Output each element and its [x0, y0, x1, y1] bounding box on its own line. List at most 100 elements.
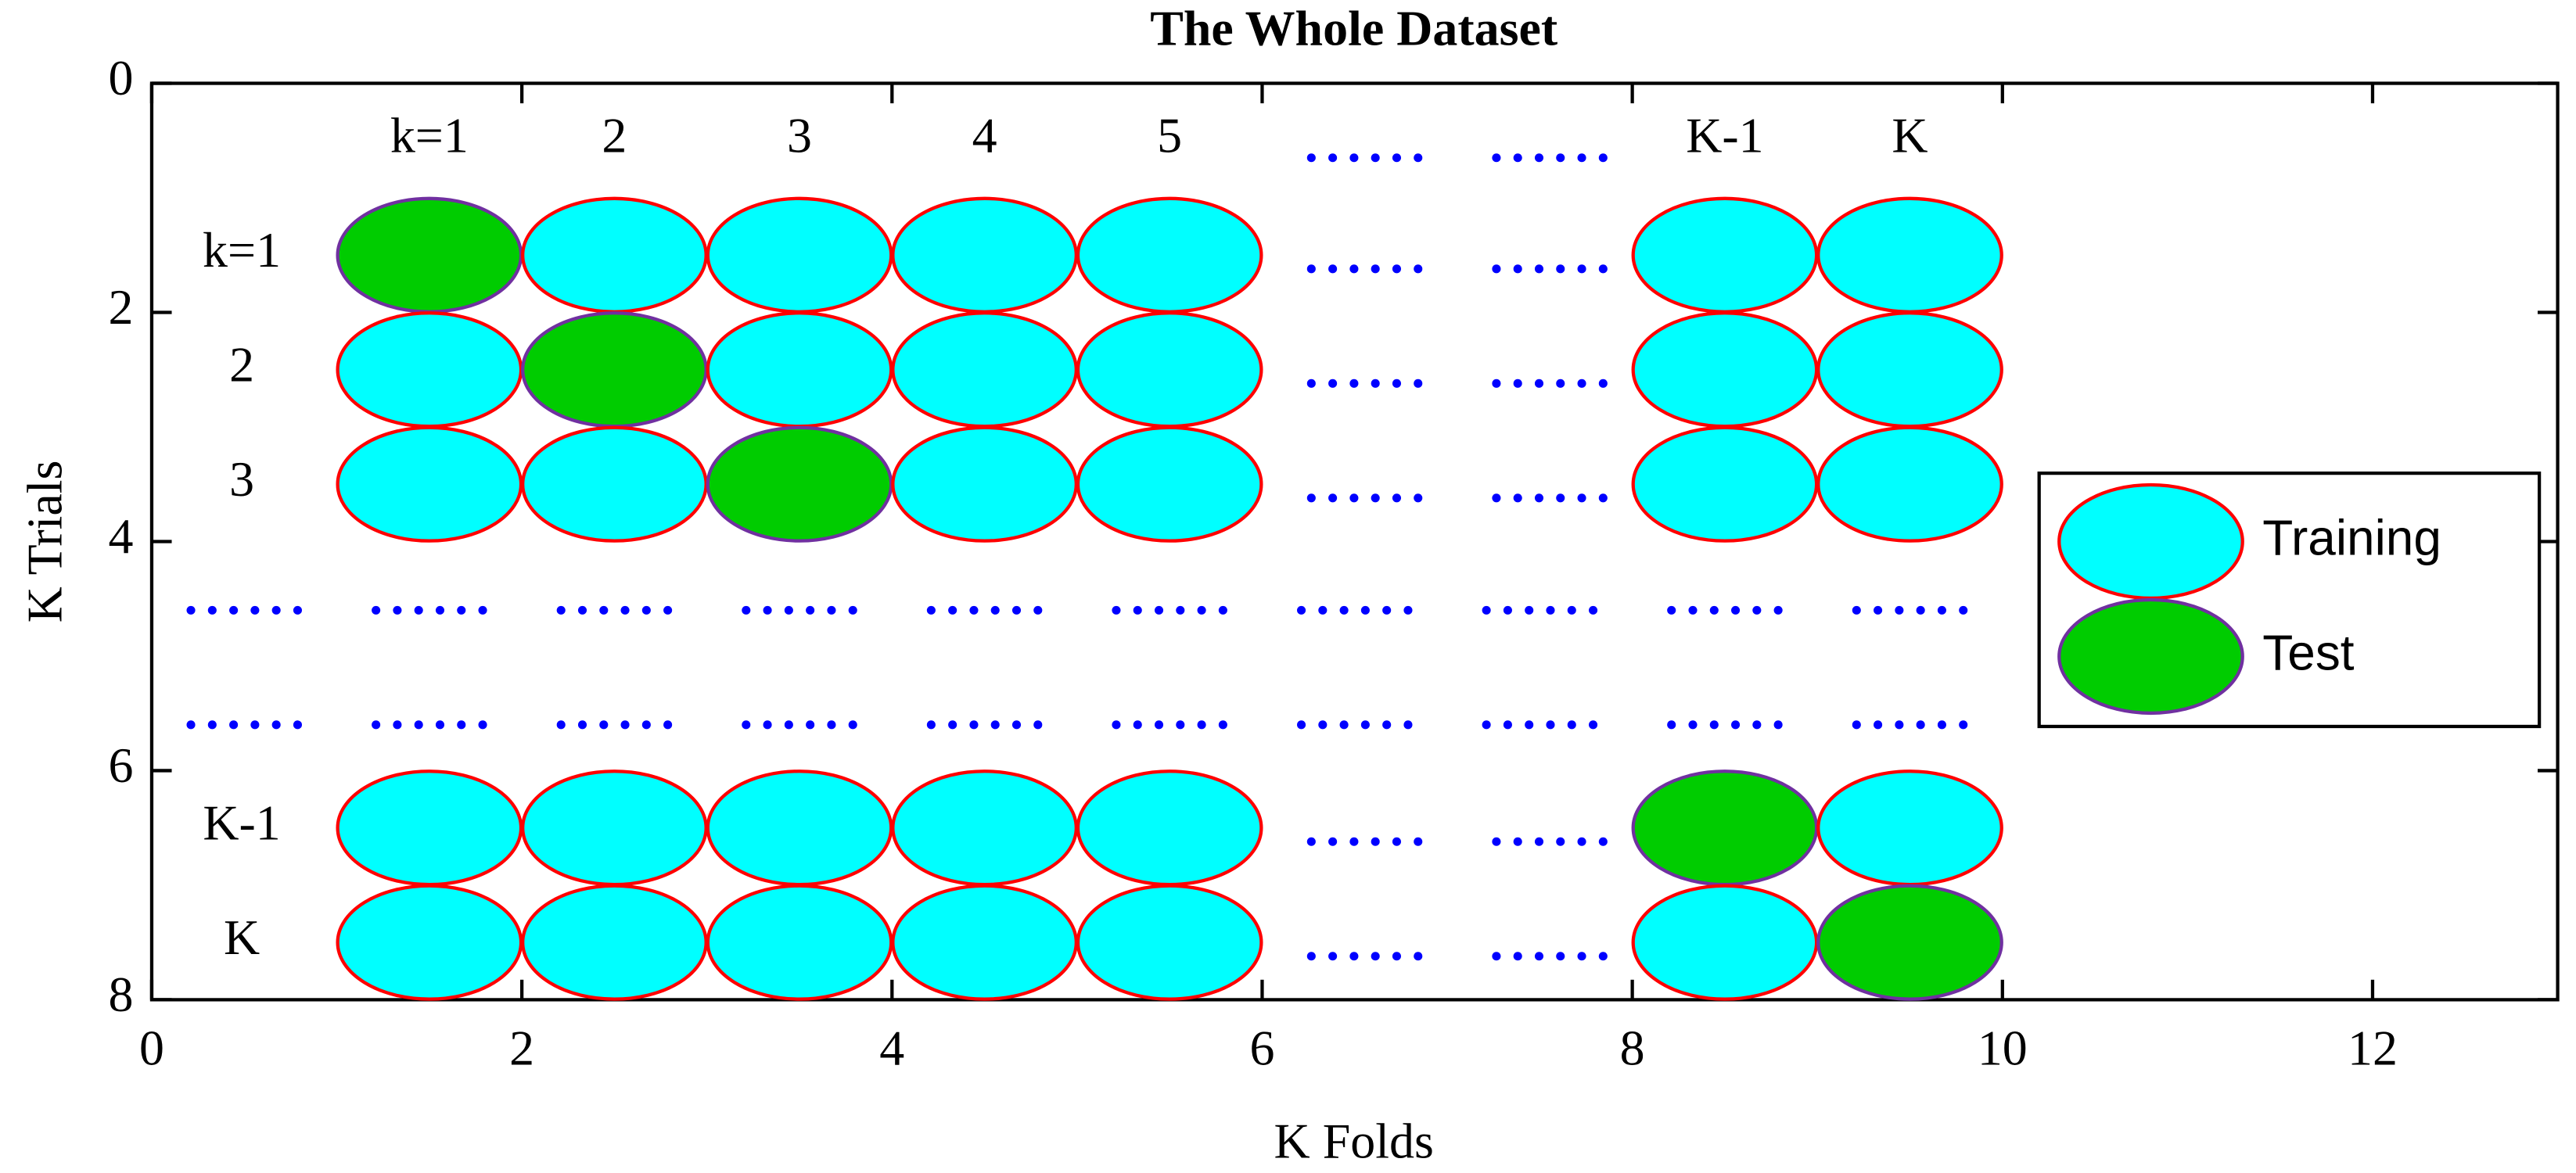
legend-label: Test	[2262, 624, 2354, 680]
ellipsis-dot	[1598, 837, 1608, 846]
ellipsis-dot	[1513, 493, 1522, 503]
ellipsis-dot	[990, 720, 1000, 730]
test-fold	[1816, 884, 2003, 1001]
ellipsis-dot	[1752, 720, 1762, 730]
training-fold	[521, 884, 708, 1001]
ellipsis-dot	[1328, 378, 1338, 388]
ellipsis-dot	[1349, 378, 1359, 388]
ellipsis-dot	[1589, 720, 1598, 730]
x-tick-label: 0	[139, 1020, 164, 1075]
training-fold	[1631, 884, 1819, 1001]
ellipsis-dot	[1852, 605, 1861, 615]
training-fold	[1076, 769, 1263, 887]
row-label: 3	[229, 451, 254, 507]
ellipsis-dot	[1382, 720, 1392, 730]
test-fold	[1631, 769, 1819, 887]
ellipsis-dot	[948, 720, 957, 730]
ellipsis-dot	[1349, 153, 1359, 163]
training-fold	[891, 884, 1078, 1001]
ellipsis-dot	[1328, 952, 1338, 961]
ellipsis-dot	[1176, 720, 1185, 730]
ellipsis-dot	[1598, 378, 1608, 388]
ellipsis-dot	[250, 720, 260, 730]
ellipsis-dot	[207, 720, 217, 730]
ellipsis-dot	[1874, 605, 1883, 615]
column-label: k=1	[390, 107, 469, 163]
ellipsis-dot	[784, 720, 793, 730]
ellipsis-dot	[1916, 720, 1925, 730]
ellipsis-dot	[1349, 952, 1359, 961]
ellipsis-dot	[1598, 153, 1608, 163]
ellipsis-dot	[1339, 720, 1349, 730]
ellipsis-dot	[1414, 153, 1423, 163]
ellipsis-dot	[577, 605, 587, 615]
ellipsis-dot	[1567, 605, 1576, 615]
legend-training	[2057, 482, 2244, 601]
ellipsis-dot	[1577, 952, 1586, 961]
training-fold	[891, 425, 1078, 543]
ellipsis-dot	[1546, 605, 1555, 615]
ellipsis-dot	[1133, 720, 1142, 730]
row-label: k=1	[203, 222, 281, 278]
ellipsis-dot	[1577, 837, 1586, 846]
ellipsis-dot	[1297, 605, 1306, 615]
ellipsis-dot	[1011, 605, 1022, 615]
ellipsis-dot	[1349, 837, 1359, 846]
training-fold	[1076, 425, 1263, 543]
ellipsis-dot	[1513, 264, 1522, 274]
x-tick-label: 8	[1620, 1020, 1645, 1075]
ellipsis-dot	[293, 720, 302, 730]
column-label: 5	[1157, 107, 1182, 163]
ellipsis-dot	[457, 720, 466, 730]
ellipsis-dot	[1773, 720, 1783, 730]
ellipsis-dot	[1959, 605, 1968, 615]
ellipsis-dot	[1709, 605, 1719, 615]
test-fold	[521, 311, 708, 429]
ellipsis-dot	[186, 605, 196, 615]
training-fold	[336, 311, 523, 429]
column-label: 4	[972, 107, 997, 163]
ellipsis-dot	[1154, 720, 1164, 730]
ellipsis-dot	[1534, 153, 1544, 163]
ellipsis-dot	[1525, 605, 1534, 615]
ellipsis-dot	[1392, 153, 1402, 163]
ellipsis-dot	[1371, 493, 1380, 503]
training-fold	[1816, 425, 2003, 543]
ellipsis-dot	[1306, 378, 1316, 388]
column-label: K-1	[1686, 107, 1763, 163]
training-fold	[1816, 311, 2003, 429]
ellipsis-dot	[1360, 720, 1370, 730]
ellipsis-dot	[1556, 378, 1565, 388]
ellipsis-dot	[1895, 605, 1904, 615]
ellipsis-dot	[250, 605, 260, 615]
ellipsis-dot	[1492, 153, 1501, 163]
training-fold	[706, 196, 893, 314]
ellipsis-dot	[1513, 837, 1522, 846]
y-tick-label: 6	[109, 737, 134, 793]
column-label: K	[1892, 107, 1928, 163]
ellipsis-dot	[435, 720, 445, 730]
ellipsis-dot	[1392, 264, 1402, 274]
ellipsis-dot	[577, 720, 587, 730]
ellipsis-dot	[1392, 378, 1402, 388]
ellipsis-dot	[1556, 837, 1565, 846]
ellipsis-dot	[1534, 378, 1544, 388]
ellipsis-dot	[948, 605, 957, 615]
training-fold	[1816, 196, 2003, 314]
ellipsis-dot	[1414, 378, 1423, 388]
ellipsis-dot	[556, 720, 566, 730]
ellipsis-dot	[1503, 605, 1512, 615]
ellipsis-dot	[478, 605, 487, 615]
ellipsis-dot	[1546, 720, 1555, 730]
ellipsis-dot	[926, 605, 936, 615]
ellipsis-dot	[1534, 493, 1544, 503]
ellipsis-dot	[556, 605, 566, 615]
x-tick-label: 6	[1249, 1020, 1274, 1075]
ellipsis-dot	[1392, 837, 1402, 846]
ellipsis-dot	[1688, 720, 1698, 730]
ellipsis-dot	[1176, 605, 1185, 615]
ellipsis-dot	[1414, 952, 1423, 961]
training-fold	[706, 884, 893, 1001]
